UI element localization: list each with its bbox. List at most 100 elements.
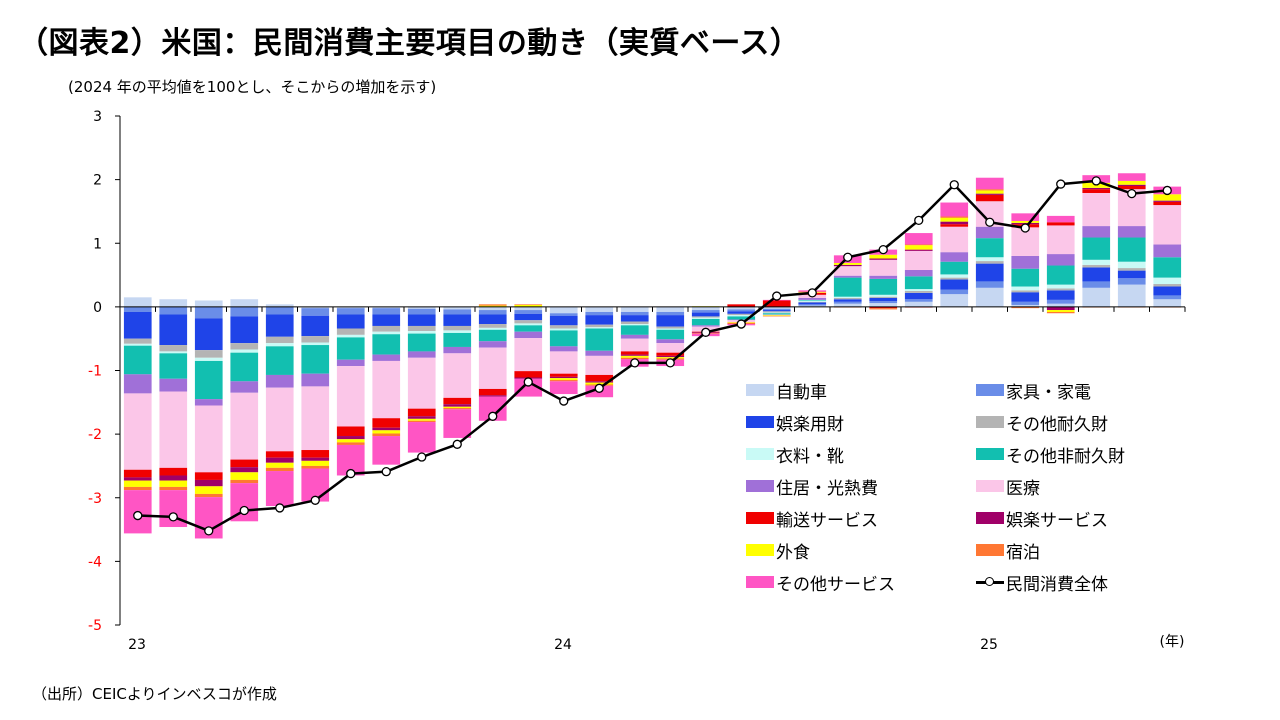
bar-segment bbox=[123, 345, 152, 375]
bar-segment bbox=[1153, 299, 1182, 307]
bar-segment bbox=[265, 374, 294, 388]
bar-segment bbox=[904, 249, 933, 251]
bar-segment bbox=[336, 314, 365, 329]
bar-segment bbox=[762, 308, 791, 311]
bar-segment bbox=[230, 299, 259, 307]
bar-segment bbox=[585, 350, 614, 356]
bar-segment bbox=[443, 314, 472, 326]
bar-segment bbox=[230, 459, 259, 468]
legend-swatch bbox=[976, 448, 1004, 460]
bar-segment bbox=[159, 306, 188, 315]
bar-segment bbox=[869, 296, 898, 298]
chart-title: （図表2）米国：民間消費主要項目の動き（実質ベース） bbox=[18, 26, 801, 61]
bar-segment bbox=[514, 323, 543, 326]
y-tick-label: 2 bbox=[93, 173, 102, 189]
bar-segment bbox=[727, 316, 756, 320]
bar-segment bbox=[940, 252, 969, 262]
bar-segment bbox=[478, 310, 507, 315]
bar-segment bbox=[372, 314, 401, 326]
bar-segment bbox=[514, 313, 543, 321]
bar-segment bbox=[265, 304, 294, 307]
bar-segment bbox=[585, 315, 614, 325]
y-tick-label: -1 bbox=[88, 364, 102, 380]
bar-segment bbox=[372, 308, 401, 315]
bar-segment bbox=[869, 259, 898, 276]
bar-segment bbox=[230, 472, 259, 480]
bar-segment bbox=[478, 347, 507, 389]
bar-segment bbox=[691, 318, 720, 326]
total-point bbox=[488, 411, 498, 421]
bar-segment bbox=[549, 330, 578, 347]
bar-segment bbox=[1046, 222, 1075, 226]
y-tick-label: 0 bbox=[93, 300, 102, 316]
bar-segment bbox=[478, 304, 507, 306]
bar-segment bbox=[1117, 261, 1146, 269]
bar-segment bbox=[904, 290, 933, 293]
bar-segment bbox=[514, 320, 543, 324]
bar-segment bbox=[1153, 283, 1182, 287]
bar-segment bbox=[1082, 281, 1111, 288]
bar-segment bbox=[194, 300, 223, 307]
total-point bbox=[204, 526, 214, 536]
bar-segment bbox=[691, 325, 720, 327]
bar-segment bbox=[620, 354, 649, 356]
legend: 自動車 家具・家電 娯楽用財 その他耐久財 衣料・靴 その他非耐久財 住居・光熱費 医療 輸送サ… bbox=[746, 374, 1166, 598]
bar-segment bbox=[1117, 284, 1146, 307]
bar-segment bbox=[443, 409, 472, 438]
total-point bbox=[772, 291, 782, 301]
bar-segment bbox=[301, 460, 330, 466]
bar-segment bbox=[656, 328, 685, 330]
bar-segment bbox=[620, 321, 649, 325]
bar-segment bbox=[798, 305, 827, 307]
total-point bbox=[665, 358, 675, 368]
bar-segment bbox=[1011, 286, 1040, 291]
bar-segment bbox=[336, 306, 365, 309]
total-point bbox=[346, 468, 356, 479]
legend-swatch bbox=[976, 384, 1004, 396]
bar-segment bbox=[656, 352, 685, 356]
bar-segment bbox=[336, 359, 365, 367]
bar-segment bbox=[904, 276, 933, 290]
bar-segment bbox=[265, 467, 294, 472]
legend-entry: 衣料・靴 bbox=[746, 438, 976, 470]
bar-segment bbox=[585, 374, 614, 382]
total-point bbox=[1127, 188, 1137, 199]
bar-segment bbox=[1117, 185, 1146, 190]
bar-segment bbox=[1011, 306, 1040, 309]
legend-swatch bbox=[746, 576, 774, 588]
bar-segment bbox=[265, 471, 294, 507]
bar-segment bbox=[549, 378, 578, 381]
bar-segment bbox=[869, 294, 898, 297]
bar-segment bbox=[1117, 184, 1146, 186]
legend-swatch bbox=[976, 512, 1004, 524]
bar-segment bbox=[443, 346, 472, 354]
bar-segment bbox=[656, 357, 685, 359]
bar-segment bbox=[1082, 226, 1111, 238]
legend-swatch bbox=[746, 480, 774, 492]
bar-segment bbox=[407, 357, 436, 409]
total-point bbox=[914, 215, 924, 225]
bar-segment bbox=[194, 350, 223, 358]
chart-subtitle: (2024 年の平均値を100とし、そこからの増加を示す) bbox=[68, 78, 437, 96]
legend-entry: 娯楽サービス bbox=[976, 502, 1166, 534]
bar-segment bbox=[798, 299, 827, 301]
bar-segment bbox=[940, 217, 969, 222]
bar-segment bbox=[869, 297, 898, 302]
bar-segment bbox=[265, 462, 294, 468]
total-point bbox=[807, 288, 817, 298]
bar-segment bbox=[798, 304, 827, 306]
bar-segment bbox=[336, 328, 365, 335]
legend-entry: 外食 bbox=[746, 534, 976, 566]
bar-segment bbox=[762, 306, 791, 309]
bar-segment bbox=[940, 221, 969, 225]
bar-segment bbox=[940, 277, 969, 280]
bar-segment bbox=[194, 472, 223, 480]
bar-segment bbox=[336, 439, 365, 443]
bar-segment bbox=[940, 216, 969, 218]
bar-segment bbox=[585, 355, 614, 375]
bar-segment bbox=[1046, 215, 1075, 223]
legend-label: 外食 bbox=[776, 542, 810, 563]
bar-segment bbox=[727, 306, 756, 310]
bar-group bbox=[123, 173, 1182, 539]
bar-segment bbox=[940, 294, 969, 307]
